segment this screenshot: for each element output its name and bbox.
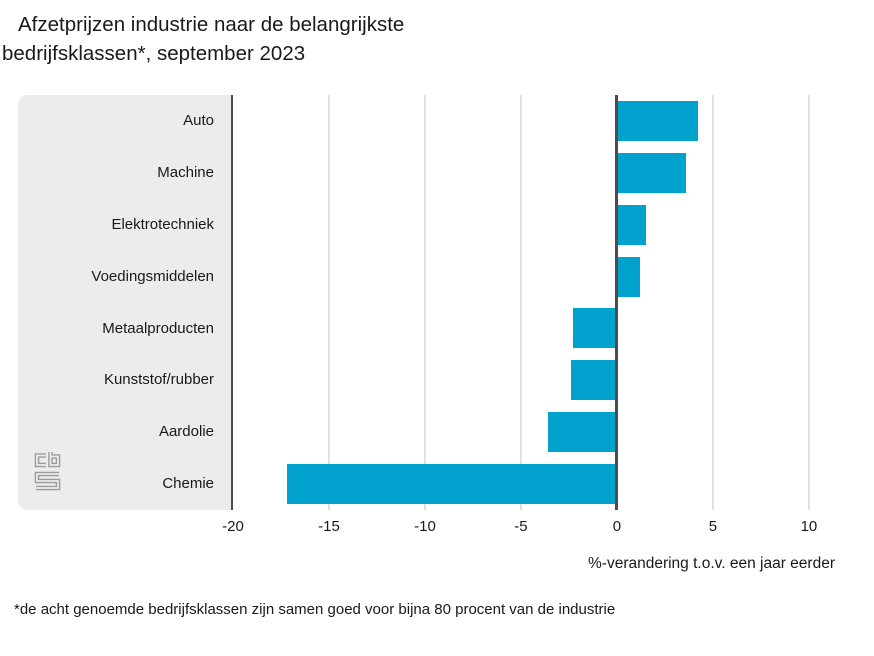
bar [616, 204, 646, 245]
x-tick-label: -20 [222, 518, 244, 535]
x-tick-label: -5 [514, 518, 528, 535]
bar [616, 152, 687, 193]
bar [547, 412, 617, 453]
category-panel: Auto Machine Elektrotechniek Voedingsmiddel… [18, 95, 233, 510]
category-label: Auto [183, 112, 214, 129]
x-tick-label: 5 [708, 518, 718, 535]
bar [570, 360, 617, 401]
x-tick-label: -15 [318, 518, 340, 535]
plot-area [231, 95, 855, 510]
zero-axis-line [615, 95, 619, 510]
left-axis-line [231, 95, 233, 510]
x-axis-ticks: -20 -15 -10 -5 0 5 10 [222, 518, 855, 538]
gridline [711, 95, 714, 510]
chart-title: Afzetprijzen industrie naar de belangrij… [2, 13, 405, 65]
gridline [519, 95, 522, 510]
gridline [807, 95, 810, 510]
category-label: Voedingsmiddelen [91, 267, 214, 285]
bar [572, 308, 617, 349]
category-label: Metaalproducten [102, 319, 214, 337]
category-label: Chemie [162, 475, 214, 493]
category-label: Aardolie [158, 423, 214, 441]
bar [616, 256, 640, 297]
chart: Auto Machine Elektrotechniek Voedingsmiddel… [0, 95, 874, 510]
bar [616, 100, 698, 141]
category-label: Elektrotechniek [111, 215, 214, 233]
gridline [423, 95, 426, 510]
x-tick-label: -10 [414, 518, 436, 535]
cbs-logo-icon [34, 452, 61, 491]
x-axis-label: %-verandering t.o.v. een jaar eerder [588, 555, 835, 572]
bar [286, 464, 617, 505]
x-tick-label: 10 [800, 518, 818, 535]
footnote: *de acht genoemde bedrijfsklassen zijn s… [14, 601, 616, 618]
category-label: Machine [157, 163, 214, 181]
gridline [327, 95, 330, 510]
category-label: Kunststof/rubber [103, 371, 214, 389]
x-tick-label: 0 [612, 518, 622, 535]
